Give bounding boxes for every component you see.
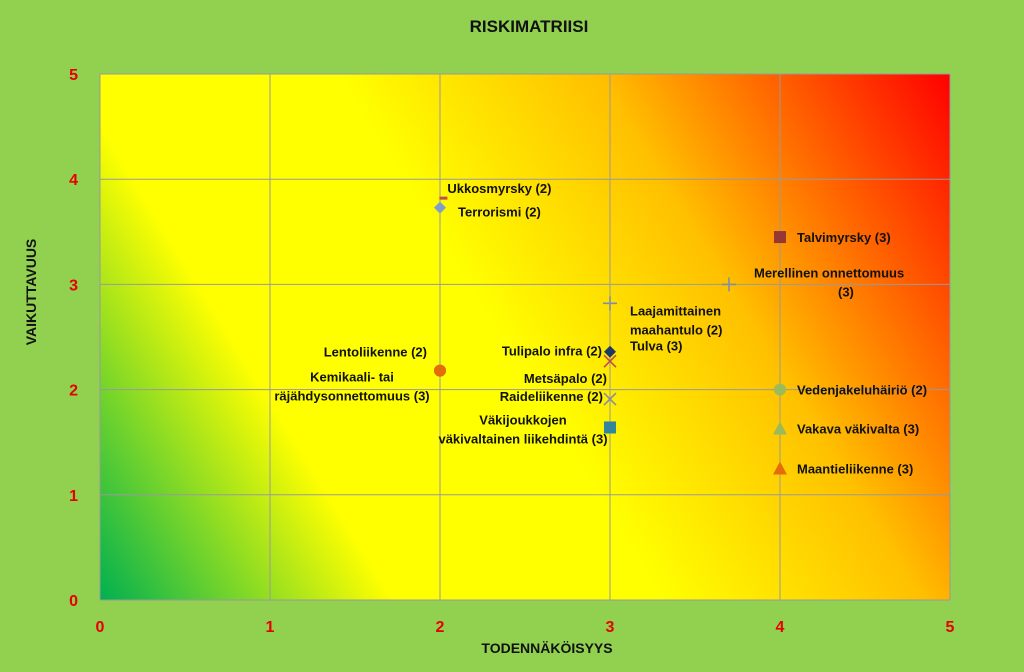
point-labels: Ukkosmyrsky (2) Terrorismi (2) Talvimyrsky…	[274, 181, 927, 476]
data-point	[604, 345, 616, 358]
point-label: Merellinen onnettomuus (3)	[754, 265, 904, 299]
x-tick-label: 5	[946, 619, 955, 636]
data-point	[722, 277, 736, 292]
point-label: Kemikaali- tai räjähdysonnettomuus (3)	[274, 370, 429, 404]
data-point	[439, 196, 448, 200]
data-point	[603, 354, 617, 368]
y-tick-label: 5	[69, 67, 78, 84]
x-tick-label: 0	[96, 619, 105, 636]
point-label: Raideliikenne (2)	[500, 389, 603, 404]
x-tick-label: 2	[436, 619, 445, 636]
point-label: Laajamittainen maahantulo (2)	[630, 303, 722, 337]
plot-area	[100, 74, 950, 600]
y-tick-label: 4	[69, 172, 78, 189]
data-point	[773, 421, 787, 435]
point-label: Maantieliikenne (3)	[797, 462, 913, 477]
x-tick-label: 3	[606, 619, 615, 636]
point-label: Vakava väkivalta (3)	[797, 422, 919, 437]
point-label: Talvimyrsky (3)	[797, 230, 891, 245]
y-tick-label: 1	[69, 488, 78, 505]
data-point	[434, 364, 446, 377]
data-point	[434, 201, 446, 214]
x-tick-label: 4	[776, 619, 785, 636]
chart-title: RISKIMATRIISI	[470, 17, 589, 36]
x-axis-title: TODENNÄKÖISYYS	[481, 640, 612, 656]
point-label: Terrorismi (2)	[458, 205, 541, 220]
y-tick-label: 3	[69, 277, 78, 294]
y-axis-title: VAIKUTTAVUUS	[23, 239, 39, 346]
data-points	[434, 196, 787, 475]
point-label: Lentoliikenne (2)	[324, 345, 427, 360]
point-label: Vedenjakeluhäiriö (2)	[797, 383, 927, 398]
gridlines	[99, 73, 951, 601]
point-label: Ukkosmyrsky (2)	[447, 181, 551, 196]
point-label: Metsäpalo (2)	[524, 371, 607, 386]
point-label: Väkijoukkojen väkivaltainen liikehdintä (…	[438, 412, 607, 446]
tick-labels: 0 1 2 3 4 5 0 1 2 3 4 5	[69, 67, 954, 636]
x-tick-label: 1	[266, 619, 275, 636]
data-point	[603, 392, 617, 406]
point-label: Tulva (3)	[630, 339, 683, 354]
point-label: Tulipalo infra (2)	[502, 344, 602, 359]
data-point	[603, 296, 617, 311]
y-tick-label: 2	[69, 383, 78, 400]
data-point	[774, 231, 786, 244]
data-point	[773, 461, 787, 475]
data-point	[774, 383, 786, 396]
data-point	[604, 421, 616, 434]
y-tick-label: 0	[69, 593, 78, 610]
